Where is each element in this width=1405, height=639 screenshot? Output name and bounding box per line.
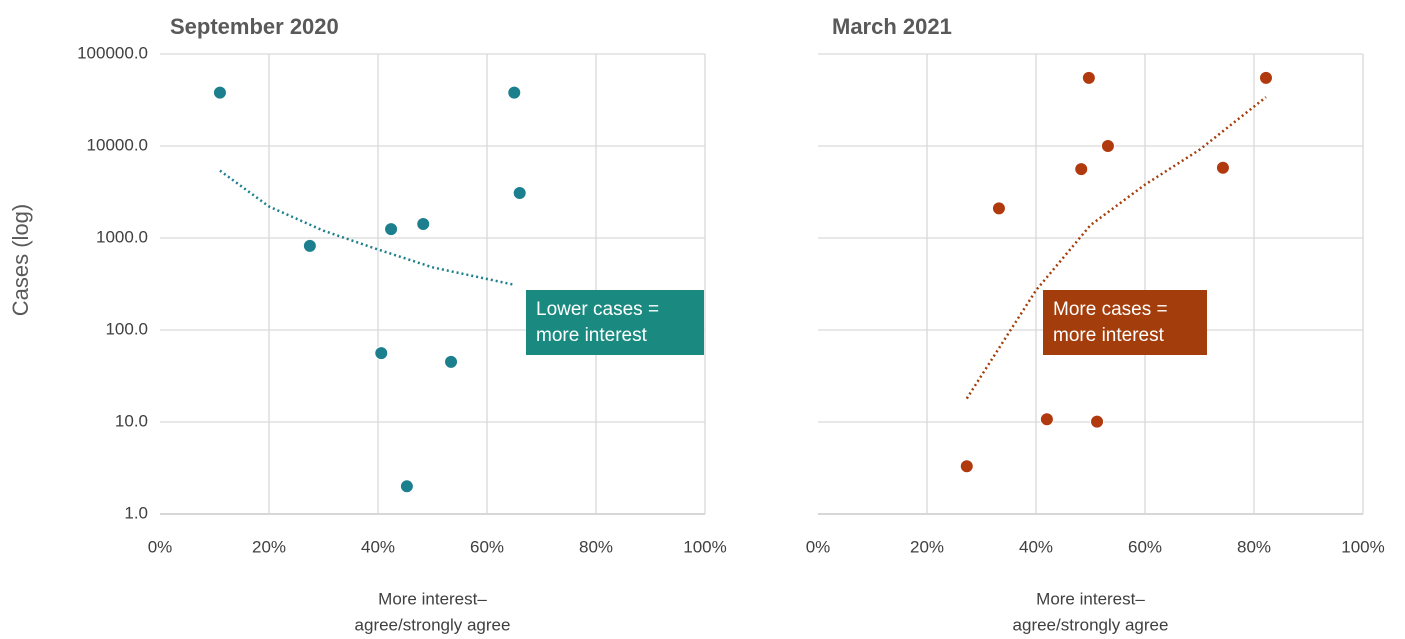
point <box>1090 414 1105 429</box>
annotation-box <box>526 290 704 355</box>
y-tick-label: 100.0 <box>105 319 148 338</box>
x-tick-label: 60% <box>470 537 504 556</box>
point <box>1039 412 1054 427</box>
trendline <box>965 96 1267 400</box>
point <box>302 238 317 253</box>
x-tick-label: 60% <box>1128 537 1162 556</box>
x-tick-label: 80% <box>579 537 613 556</box>
x-axis-label: More interest– <box>378 589 487 608</box>
chart-title: March 2021 <box>832 14 952 39</box>
point <box>384 222 399 237</box>
y-tick-label: 100000.0 <box>77 43 148 62</box>
y-tick-label: 1000.0 <box>96 227 148 246</box>
x-axis-label: agree/strongly agree <box>1013 615 1169 634</box>
point <box>399 479 414 494</box>
point <box>1215 160 1230 175</box>
chart-title: September 2020 <box>170 14 339 39</box>
x-axis-label: More interest– <box>1036 589 1145 608</box>
x-tick-label: 0% <box>806 537 831 556</box>
point <box>444 354 459 369</box>
x-axis-label: agree/strongly agree <box>355 615 511 634</box>
x-tick-label: 20% <box>252 537 286 556</box>
point <box>374 346 389 361</box>
point <box>507 85 522 100</box>
point <box>959 459 974 474</box>
annotation-text: more interest <box>536 325 648 346</box>
y-axis-label: Cases (log) <box>8 204 33 316</box>
point <box>512 186 527 201</box>
annotation-box <box>1043 290 1207 355</box>
point <box>1100 139 1115 153</box>
x-tick-label: 100% <box>1341 537 1384 556</box>
point <box>416 216 431 231</box>
x-tick-label: 40% <box>1019 537 1053 556</box>
x-tick-label: 0% <box>148 537 173 556</box>
x-tick-label: 80% <box>1237 537 1271 556</box>
x-tick-label: 100% <box>683 537 726 556</box>
point <box>212 85 227 100</box>
x-tick-label: 20% <box>910 537 944 556</box>
point <box>1081 70 1096 85</box>
y-tick-label: 1.0 <box>124 503 148 522</box>
point <box>991 201 1006 216</box>
annotation-text: Lower cases = <box>536 299 659 320</box>
y-tick-label: 10.0 <box>115 411 148 430</box>
x-tick-label: 40% <box>361 537 395 556</box>
annotation-text: More cases = <box>1053 299 1168 320</box>
point <box>1258 70 1273 85</box>
y-tick-label: 10000.0 <box>87 135 148 154</box>
point <box>1074 162 1089 177</box>
trendline <box>219 169 515 287</box>
annotation-text: more interest <box>1053 325 1165 346</box>
